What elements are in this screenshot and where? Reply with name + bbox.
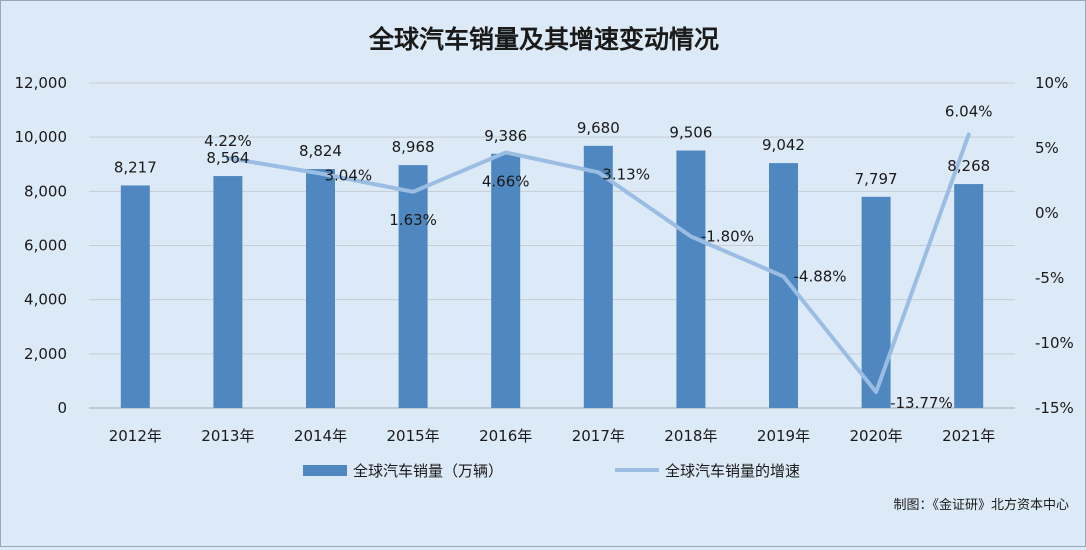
bar <box>583 145 613 409</box>
legend-swatch-bar <box>303 465 347 476</box>
bar <box>213 176 243 408</box>
growth-line <box>225 132 971 395</box>
bar-value-label: 8,217 <box>114 158 157 176</box>
bar-value-label: 7,797 <box>855 170 898 188</box>
x-tick-label: 2016年 <box>479 427 532 445</box>
legend: 全球汽车销量（万辆） 全球汽车销量的增速 <box>303 462 800 480</box>
left-tick-label: 10,000 <box>15 128 68 146</box>
right-tick-label: 10% <box>1035 74 1068 92</box>
right-tick-label: -15% <box>1035 399 1074 417</box>
line-data-labels: 4.22% 3.04% 1.63% 4.66% 3.13% -1.80% -4.88% -13… <box>204 102 992 412</box>
line-value-label: -13.77% <box>890 394 953 412</box>
line-series <box>225 132 971 395</box>
line-value-label: 4.22% <box>204 132 252 150</box>
left-axis: 0 2,000 4,000 6,000 8,000 10,000 12,000 <box>15 74 68 417</box>
source-note: 制图：《金证研》北方资本中心 <box>893 497 1069 513</box>
x-axis: 2012年 2013年 2014年 2015年 2016年 2017年 2018年 2019年… <box>109 427 996 445</box>
line-value-label: 3.13% <box>602 165 650 183</box>
right-axis: -15% -10% -5% 0% 5% 10% <box>1035 74 1074 417</box>
bar <box>769 163 798 408</box>
right-tick-label: 0% <box>1035 204 1059 222</box>
right-tick-label: 5% <box>1035 139 1059 157</box>
x-tick-label: 2017年 <box>572 427 625 445</box>
bar-value-label: 8,564 <box>206 149 249 167</box>
chart-title: 全球汽车销量及其增速变动情况 <box>368 25 719 54</box>
bar <box>491 153 521 408</box>
x-tick-label: 2019年 <box>757 427 810 445</box>
line-value-label: -1.80% <box>701 227 754 245</box>
bar <box>954 184 984 408</box>
x-tick-label: 2013年 <box>201 427 254 445</box>
bar-data-labels: 8,217 8,564 8,824 8,968 9,386 9,680 9,506 9,042… <box>114 119 990 188</box>
x-tick-label: 2020年 <box>850 427 903 445</box>
x-tick-label: 2021年 <box>942 427 995 445</box>
bar-value-label: 8,968 <box>392 138 435 156</box>
line-value-label: 3.04% <box>325 166 373 184</box>
bar <box>306 169 335 408</box>
bar-value-label: 8,268 <box>947 157 990 175</box>
bar-value-label: 9,506 <box>669 124 712 142</box>
bar <box>676 150 706 408</box>
left-tick-label: 6,000 <box>24 237 67 255</box>
bar <box>120 185 150 408</box>
line-value-label: -4.88% <box>794 267 847 285</box>
line-value-label: 4.66% <box>482 172 530 190</box>
x-tick-label: 2012年 <box>109 427 162 445</box>
left-tick-label: 4,000 <box>24 291 67 309</box>
right-tick-label: -10% <box>1035 334 1074 352</box>
x-tick-label: 2018年 <box>664 427 717 445</box>
legend-label-line: 全球汽车销量的增速 <box>665 462 800 480</box>
bar-value-label: 9,386 <box>484 127 527 145</box>
bar <box>861 196 891 408</box>
bar-value-label: 9,680 <box>577 119 620 137</box>
line-value-label: 6.04% <box>945 102 993 120</box>
gridlines <box>89 82 1015 409</box>
bar-value-label: 9,042 <box>762 136 805 154</box>
legend-label-bar: 全球汽车销量（万辆） <box>353 462 503 480</box>
x-tick-label: 2014年 <box>294 427 347 445</box>
left-tick-label: 2,000 <box>24 345 67 363</box>
left-tick-label: 0 <box>57 399 67 417</box>
bar <box>398 165 428 408</box>
left-tick-label: 12,000 <box>15 74 68 92</box>
line-value-label: 1.63% <box>389 211 437 229</box>
left-tick-label: 8,000 <box>24 182 67 200</box>
right-tick-label: -5% <box>1035 269 1064 287</box>
bar-value-label: 8,824 <box>299 142 342 160</box>
x-tick-label: 2015年 <box>387 427 440 445</box>
